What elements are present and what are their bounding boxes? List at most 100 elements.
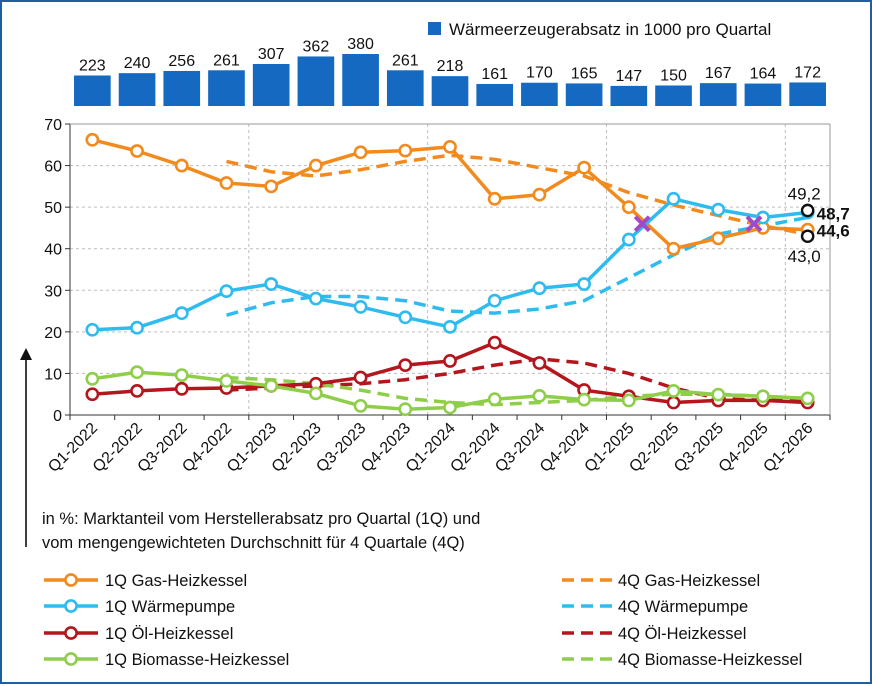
legend-marker [64,652,78,666]
legend-label: 4Q Wärmepumpe [618,598,748,616]
y-tick-label: 40 [44,242,62,259]
bar [342,54,379,106]
series-point-1q-w-rmepumpe [443,319,457,334]
series-point-1q-gas-heizkessel [666,241,681,256]
legend-marker [64,599,78,613]
legend-label: 1Q Gas-Heizkessel [105,572,247,590]
bar [699,83,737,106]
bar [744,83,782,106]
bar-value-label: 240 [124,55,151,72]
series-point-1q-biomasse-heizkessel [532,388,547,403]
series-point-1q-l-heizkessel [487,335,502,350]
bar-value-label: 223 [79,57,106,74]
series-point-1q-gas-heizkessel [621,200,636,215]
series-point-1q-l-heizkessel [532,356,547,370]
bar [208,70,245,106]
series-point-1q-w-rmepumpe [130,320,144,335]
y-tick-label: 70 [44,117,62,134]
y-axis-label-line2: vom mengengewichteten Durchschnitt für 4… [42,534,465,552]
series-point-1q-biomasse-heizkessel [219,374,234,388]
series-point-1q-biomasse-heizkessel [85,371,100,386]
y-tick-label: 10 [44,366,62,383]
series-point-1q-gas-heizkessel [219,176,234,190]
series-point-1q-biomasse-heizkessel [756,389,770,404]
bar-value-label: 261 [392,52,419,69]
legend-label: 4Q Gas-Heizkessel [618,572,760,590]
series-point-1q-gas-heizkessel [308,158,323,173]
series-point-1q-l-heizkessel [443,354,457,368]
series-point-1q-w-rmepumpe [666,191,681,206]
series-point-1q-gas-heizkessel [130,144,144,158]
series-point-1q-w-rmepumpe [219,284,234,299]
annotation-marker [800,203,815,218]
legend-marker [64,573,78,587]
series-point-1q-gas-heizkessel [174,158,189,173]
bar [655,85,692,106]
y-tick-label: 50 [44,200,62,217]
y-axis-arrow-head [20,348,32,360]
annotation-label: 43,0 [788,247,821,266]
series-line-4q-gas-heizkessel [226,153,808,236]
series-point-1q-w-rmepumpe [174,306,189,321]
bar-value-label: 170 [526,65,553,82]
series-point-1q-gas-heizkessel [532,187,547,202]
legend-label: 1Q Öl-Heizkessel [105,625,233,643]
series-point-1q-biomasse-heizkessel [487,392,502,407]
bar-legend-label: Wärmeerzeugerabsatz in 1000 pro Quartal [449,20,771,39]
series-point-1q-gas-heizkessel [398,143,413,158]
series-point-1q-biomasse-heizkessel [353,398,368,413]
bar-value-label: 261 [213,52,240,69]
bar-value-label: 147 [615,68,642,85]
bar-value-label: 380 [347,36,374,53]
y-tick-label: 60 [44,159,62,176]
bar [789,82,826,106]
series-point-1q-gas-heizkessel [577,160,592,175]
bar [297,56,335,106]
series-point-1q-biomasse-heizkessel [577,392,592,407]
y-tick-label: 0 [53,408,62,425]
legend-label: 4Q Biomasse-Heizkessel [618,651,802,669]
series-point-1q-biomasse-heizkessel [398,402,413,417]
legend-label: 1Q Biomasse-Heizkessel [105,651,289,669]
series-point-1q-w-rmepumpe [398,310,413,325]
series-point-1q-l-heizkessel [85,387,100,402]
series-point-1q-l-heizkessel [666,395,681,410]
crossing-marker [633,215,651,233]
series-point-1q-w-rmepumpe [85,322,100,337]
bar [431,76,469,106]
bar-value-label: 256 [168,53,195,70]
legend-label: 4Q Öl-Heizkessel [618,625,746,643]
series-point-1q-biomasse-heizkessel [621,393,636,408]
series-point-1q-biomasse-heizkessel [800,391,815,406]
series-line-4q-w-rmepumpe [226,215,808,317]
bar [476,83,514,106]
bar [118,73,156,106]
series-point-1q-biomasse-heizkessel [308,386,323,401]
bar [163,70,201,106]
y-tick-label: 30 [44,283,62,300]
y-axis-label-line1: in %: Marktanteil vom Herstellerabsatz p… [42,510,480,528]
series-point-1q-biomasse-heizkessel [174,368,189,382]
bar-legend-swatch [428,22,441,35]
series-point-1q-l-heizkessel [353,370,368,385]
series-point-1q-w-rmepumpe [621,232,636,247]
series-point-1q-w-rmepumpe [577,277,592,291]
series-point-1q-gas-heizkessel [443,139,457,154]
x-tick-label: Q1-2026 [760,420,816,476]
series-point-1q-biomasse-heizkessel [130,365,144,380]
bar-value-label: 150 [660,67,687,84]
series-point-1q-biomasse-heizkessel [711,387,726,402]
bar [565,83,603,106]
series-point-1q-w-rmepumpe [308,291,323,306]
bar-value-label: 165 [571,65,598,82]
series-point-1q-gas-heizkessel [487,191,502,206]
bar-value-label: 172 [794,64,821,81]
annotation-label: 49,2 [788,184,821,203]
y-tick-label: 20 [44,325,62,342]
series-point-1q-w-rmepumpe [532,281,547,296]
series-point-1q-l-heizkessel [130,383,144,398]
series-point-1q-gas-heizkessel [264,179,279,194]
series-point-1q-w-rmepumpe [264,277,279,291]
bar [610,85,648,106]
